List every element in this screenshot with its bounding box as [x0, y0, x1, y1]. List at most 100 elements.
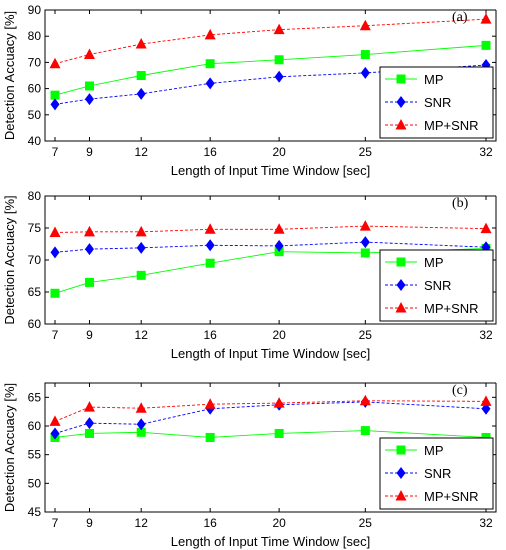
- data-point: [359, 220, 371, 231]
- data-point: [136, 241, 146, 254]
- x-tick-label: 16: [203, 516, 217, 530]
- data-point: [360, 248, 370, 258]
- y-axis-label: Detection Accuacy [%]: [2, 383, 17, 512]
- legend-marker: [396, 445, 406, 455]
- series-mp: [50, 40, 491, 100]
- data-point: [204, 398, 216, 409]
- legend: MP SNR MP+SNR: [379, 249, 494, 322]
- x-tick-label: 12: [135, 516, 149, 530]
- y-tick-label: 60: [28, 317, 42, 331]
- data-point: [84, 428, 94, 438]
- x-tick-label: 9: [86, 145, 93, 159]
- data-point: [360, 50, 370, 60]
- series-mp-plus-snr: [49, 13, 492, 69]
- x-tick-label: 16: [203, 328, 217, 342]
- panel-label-mask: [444, 2, 504, 10]
- legend-marker: [395, 302, 407, 313]
- y-tick-label: 70: [28, 253, 42, 267]
- data-point: [360, 236, 370, 249]
- x-tick-label: 20: [272, 328, 286, 342]
- x-tick-label: 25: [359, 328, 373, 342]
- legend-item: MP+SNR: [385, 489, 479, 504]
- series-mp-plus-snr: [49, 394, 492, 426]
- data-point: [136, 87, 146, 100]
- legend-marker: [396, 467, 406, 479]
- y-tick-label: 90: [28, 3, 42, 17]
- legend: MP SNR MP+SNR: [379, 437, 494, 510]
- x-tick-label: 7: [52, 145, 59, 159]
- data-point: [274, 239, 284, 252]
- data-point: [359, 19, 371, 31]
- legend-item: SNR: [385, 95, 451, 110]
- panel-label-mask: [444, 188, 504, 196]
- panel-label-mask: [444, 375, 504, 383]
- y-tick-label: 80: [28, 29, 42, 43]
- data-point: [360, 66, 370, 79]
- y-axis-label: Detection Accuacy [%]: [2, 195, 17, 324]
- data-point: [136, 427, 146, 437]
- legend-label: MP: [424, 72, 444, 87]
- y-tick-label: 40: [28, 134, 42, 148]
- data-point: [49, 415, 61, 426]
- x-tick-label: 9: [86, 328, 93, 342]
- data-point: [205, 239, 215, 252]
- y-tick-label: 50: [28, 108, 42, 122]
- data-point: [49, 57, 61, 69]
- data-point: [274, 70, 284, 83]
- data-point: [204, 223, 216, 234]
- y-tick-label: 60: [28, 419, 42, 433]
- chart-panel-3: 45 50 55 60 65 7 9 12 16 20 25 32 Length of Input Ti…: [2, 375, 504, 549]
- data-point: [84, 243, 94, 256]
- legend-item: MP: [385, 443, 444, 458]
- data-point: [360, 426, 370, 436]
- legend-label: MP+SNR: [424, 489, 479, 504]
- legend-label: MP+SNR: [424, 118, 479, 133]
- data-point: [274, 428, 284, 438]
- data-point: [84, 93, 94, 106]
- y-tick-label: 75: [28, 221, 42, 235]
- data-point: [273, 223, 285, 234]
- y-tick-label: 70: [28, 55, 42, 69]
- legend-label: SNR: [424, 95, 451, 110]
- x-axis-label: Length of Input Time Window [sec]: [171, 163, 370, 178]
- x-tick-label: 12: [135, 328, 149, 342]
- data-point: [480, 222, 492, 234]
- data-point: [135, 38, 147, 49]
- data-point: [50, 288, 60, 298]
- legend-label: SNR: [424, 466, 451, 481]
- chart-panel-1: 40 50 60 70 80 90 7 9 12 16 20 25 32 Length of Input …: [2, 2, 504, 178]
- data-point: [83, 401, 95, 412]
- x-tick-label: 12: [135, 145, 149, 159]
- data-point: [83, 48, 95, 60]
- x-tick-label: 20: [272, 145, 286, 159]
- y-tick-label: 65: [28, 285, 42, 299]
- y-tick-label: 65: [28, 390, 42, 404]
- x-axis-label: Length of Input Time Window [sec]: [171, 346, 370, 361]
- data-point: [50, 246, 60, 259]
- legend-item: MP: [385, 255, 444, 270]
- y-tick-label: 45: [28, 505, 42, 519]
- legend-marker: [395, 490, 407, 501]
- x-tick-label: 25: [359, 145, 373, 159]
- y-axis-label: Detection Accuacy [%]: [2, 11, 17, 140]
- data-point: [273, 23, 285, 35]
- data-point: [83, 225, 95, 237]
- data-point: [204, 28, 216, 40]
- data-point: [359, 394, 371, 406]
- x-tick-label: 25: [359, 516, 373, 530]
- x-tick-label: 16: [203, 145, 217, 159]
- legend-marker: [395, 119, 407, 130]
- x-tick-label: 20: [272, 516, 286, 530]
- legend-item: SNR: [385, 278, 451, 293]
- panel-label: (c): [452, 383, 468, 398]
- legend-item: MP: [385, 72, 444, 87]
- x-tick-label: 32: [479, 516, 493, 530]
- legend-label: MP: [424, 255, 444, 270]
- x-tick-label: 32: [479, 145, 493, 159]
- data-point: [205, 258, 215, 268]
- data-point: [84, 277, 94, 287]
- legend-marker: [396, 96, 406, 108]
- data-point: [480, 395, 492, 406]
- panel-label: (b): [452, 196, 469, 211]
- legend-label: MP: [424, 443, 444, 458]
